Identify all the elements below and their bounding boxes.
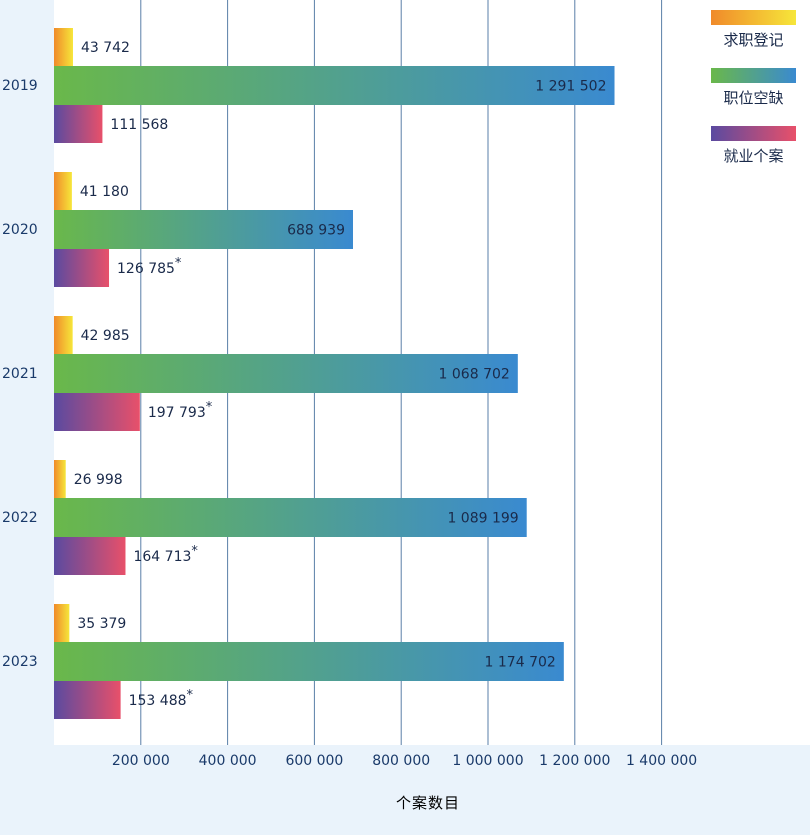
x-tick-label: 1 000 000 xyxy=(452,753,523,769)
y-tick-label: 2019 xyxy=(2,78,38,94)
x-axis-title: 个案数目 xyxy=(396,794,460,812)
bar-2022-series-3 xyxy=(54,537,126,575)
x-tick-label: 600 000 xyxy=(285,753,343,769)
data-label: 197 793* xyxy=(148,400,213,421)
legend-swatch xyxy=(711,10,796,25)
data-label: 1 174 702 xyxy=(485,655,556,671)
asterisk-mark: * xyxy=(187,688,194,703)
y-tick-label: 2020 xyxy=(2,222,38,238)
axes: 2019 2020 2021 2022 2023 200 000 400 000 600 00… xyxy=(2,78,697,769)
bar-2020-series-1 xyxy=(54,172,72,210)
data-label: 42 985 xyxy=(81,328,130,344)
data-label: 126 785* xyxy=(117,256,182,277)
bar-2020-series-3 xyxy=(54,249,110,287)
y-tick-label: 2023 xyxy=(2,654,38,670)
data-label: 43 742 xyxy=(81,40,130,56)
x-tick-label: 200 000 xyxy=(112,753,170,769)
legend-swatch xyxy=(711,68,796,83)
asterisk-mark: * xyxy=(206,400,213,415)
bar-2023-series-2 xyxy=(54,642,564,681)
asterisk-mark: * xyxy=(191,544,198,559)
data-label: 688 939 xyxy=(287,223,345,239)
x-tick-label: 800 000 xyxy=(372,753,430,769)
bar-2023-series-1 xyxy=(54,604,70,642)
bar-2023-series-3 xyxy=(54,681,121,719)
legend-label: 职位空缺 xyxy=(723,89,783,107)
data-label: 111 568 xyxy=(110,117,168,133)
data-label: 153 488* xyxy=(129,688,194,709)
bar-2022-series-2 xyxy=(54,498,527,537)
data-label: 1 291 502 xyxy=(535,79,606,95)
bar-2019-series-2 xyxy=(54,66,615,105)
data-label: 26 998 xyxy=(74,472,123,488)
y-tick-label: 2022 xyxy=(2,510,38,526)
data-label: 41 180 xyxy=(80,184,129,200)
legend-label: 求职登记 xyxy=(723,31,783,49)
x-tick-label: 400 000 xyxy=(199,753,257,769)
bar-2022-series-1 xyxy=(54,460,66,498)
y-tick-label: 2021 xyxy=(2,366,38,382)
legend-swatch xyxy=(711,126,796,141)
bar-2019-series-1 xyxy=(54,28,73,66)
bars xyxy=(54,28,615,719)
bar-2021-series-2 xyxy=(54,354,518,393)
bar-2019-series-3 xyxy=(54,105,103,143)
data-label: 1 068 702 xyxy=(439,367,510,383)
bar-2021-series-1 xyxy=(54,316,73,354)
legend-label: 就业个案 xyxy=(723,147,783,165)
x-tick-label: 1 200 000 xyxy=(539,753,610,769)
x-tick-label: 1 400 000 xyxy=(626,753,697,769)
asterisk-mark: * xyxy=(175,256,182,271)
data-label: 164 713* xyxy=(133,544,198,565)
data-label: 1 089 199 xyxy=(447,511,518,527)
bar-2020-series-2 xyxy=(54,210,353,249)
bar-2021-series-3 xyxy=(54,393,140,431)
data-label: 35 379 xyxy=(77,616,126,632)
value-labels: 43 742 1 291 502 111 568 41 180 688 939 126 7… xyxy=(74,40,607,709)
